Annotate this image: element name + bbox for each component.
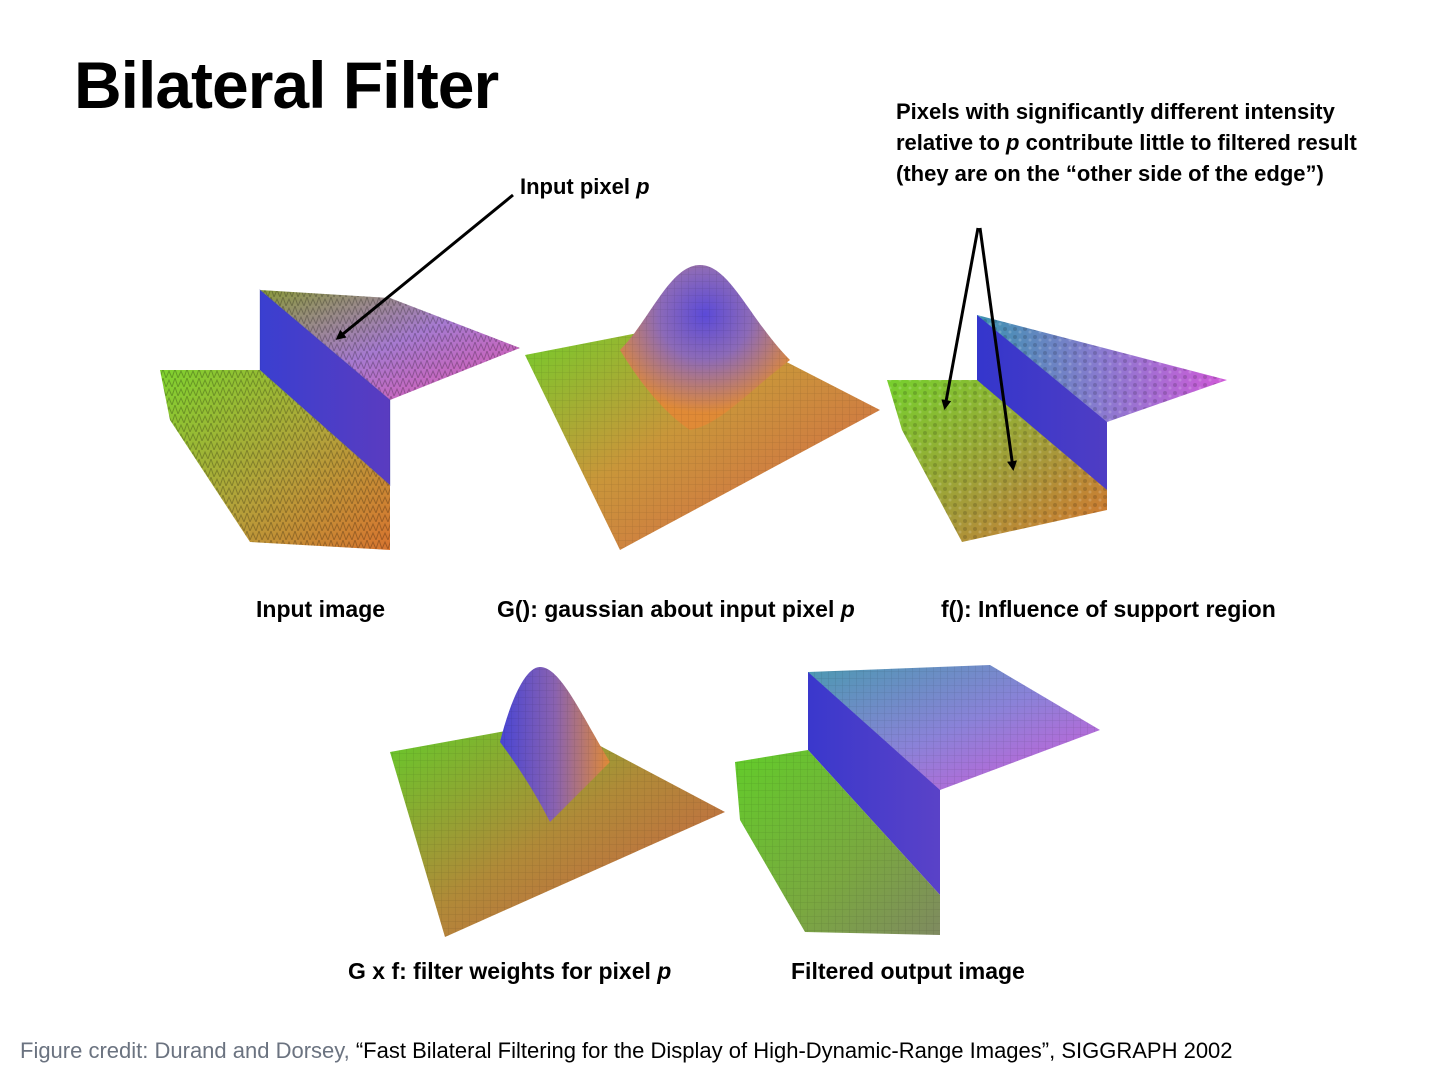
caption-weights-var: p xyxy=(657,958,672,984)
input-pixel-callout: Input pixel p xyxy=(520,176,650,198)
input-image-plot xyxy=(160,288,520,550)
caption-weights-text: G x f: filter weights for pixel xyxy=(348,958,658,984)
edge-note-text-1: Pixels with significantly different inte… xyxy=(896,99,1335,155)
caption-gaussian-var: p xyxy=(840,596,855,622)
edge-note-text-2: contribute little to filtered result (th… xyxy=(896,130,1357,186)
influence-plot xyxy=(887,315,1227,542)
filtered-output-plot xyxy=(735,665,1100,935)
input-pixel-var: p xyxy=(636,174,650,199)
slide-title: Bilateral Filter xyxy=(74,48,499,122)
edge-note: Pixels with significantly different inte… xyxy=(896,96,1396,189)
figure-credit: Figure credit: Durand and Dorsey, “Fast … xyxy=(20,1038,1233,1064)
filter-weights-plot xyxy=(390,667,725,937)
caption-filter-weights: G x f: filter weights for pixel p xyxy=(348,960,671,983)
caption-gaussian-text: G(): gaussian about input pixel xyxy=(497,596,841,622)
gaussian-plot xyxy=(525,265,880,550)
caption-input-image: Input image xyxy=(256,596,386,622)
credit-citation: “Fast Bilateral Filtering for the Displa… xyxy=(355,1038,1233,1063)
caption-filtered-output: Filtered output image xyxy=(791,958,1025,984)
caption-gaussian: G(): gaussian about input pixel p xyxy=(497,598,855,621)
credit-lead: Figure credit: Durand and Dorsey, xyxy=(20,1038,356,1063)
input-pixel-callout-text: Input pixel xyxy=(520,174,637,199)
caption-influence: f(): Influence of support region xyxy=(941,596,1276,622)
edge-note-var: p xyxy=(1006,130,1020,155)
